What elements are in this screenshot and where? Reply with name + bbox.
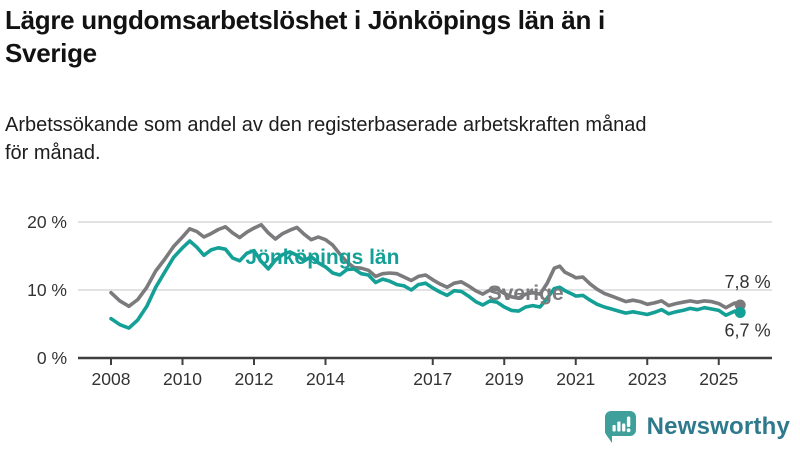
end-dot-j-nk-pings-l-n [734,306,746,318]
unemployment-line-chart: 2008 2010 2012 2014 2017 2019 2021 2023 2025 0 % 1… [27,212,772,389]
subtitle-line-1: Arbetssökande som andel av den registerb… [5,114,647,136]
y-tick-label-20: 20 % [27,212,67,232]
bar-tall [621,423,625,432]
bar-chart-speech-bubble-icon [604,411,636,443]
x-tick-label-2012: 2012 [235,369,274,389]
exclamation-dot [626,428,631,433]
y-tick-label-0: 0 % [37,348,67,368]
chart-area: 2008 2010 2012 2014 2017 2019 2021 2023 2025 0 % 1… [0,195,800,405]
end-value-label-6-7-: 6,7 % [725,320,771,340]
x-tick-label-2025: 2025 [699,369,738,389]
series-line-j-nk-pings-l-n [109,239,743,330]
newsworthy-logo: Newsworthy [604,408,790,446]
series-label-sverige: Sverige [488,282,564,305]
series-line-sverige [109,222,743,310]
title-line-2: Sverige [5,38,97,69]
end-value-label-7-8-: 7,8 % [725,272,771,292]
x-tick-label-2019: 2019 [485,369,524,389]
subtitle-line-2: för månad. [5,142,101,165]
x-tick-label-2014: 2014 [306,369,345,389]
series-label-j-nk-pings-l-n: Jönköpings län [245,246,399,269]
bar-medium [616,421,621,432]
title-line-1: Lägre ungdomsarbetslöshet i Jönköpings l… [5,5,605,35]
x-tick-label-2010: 2010 [163,369,202,389]
x-tick-label-2017: 2017 [413,369,452,389]
bar-small [612,425,616,432]
page-subtitle: Arbetssökande som andel av den registerb… [5,111,795,168]
exclamation-bar [626,416,630,427]
x-tick-label-2008: 2008 [92,369,131,389]
x-tick-label-2021: 2021 [556,369,595,389]
page-title: Lägre ungdomsarbetslöshet i Jönköpings l… [5,4,755,71]
x-tick-label-2023: 2023 [628,369,667,389]
brand-name: Newsworthy [646,413,790,440]
y-tick-label-10: 10 % [27,280,67,300]
